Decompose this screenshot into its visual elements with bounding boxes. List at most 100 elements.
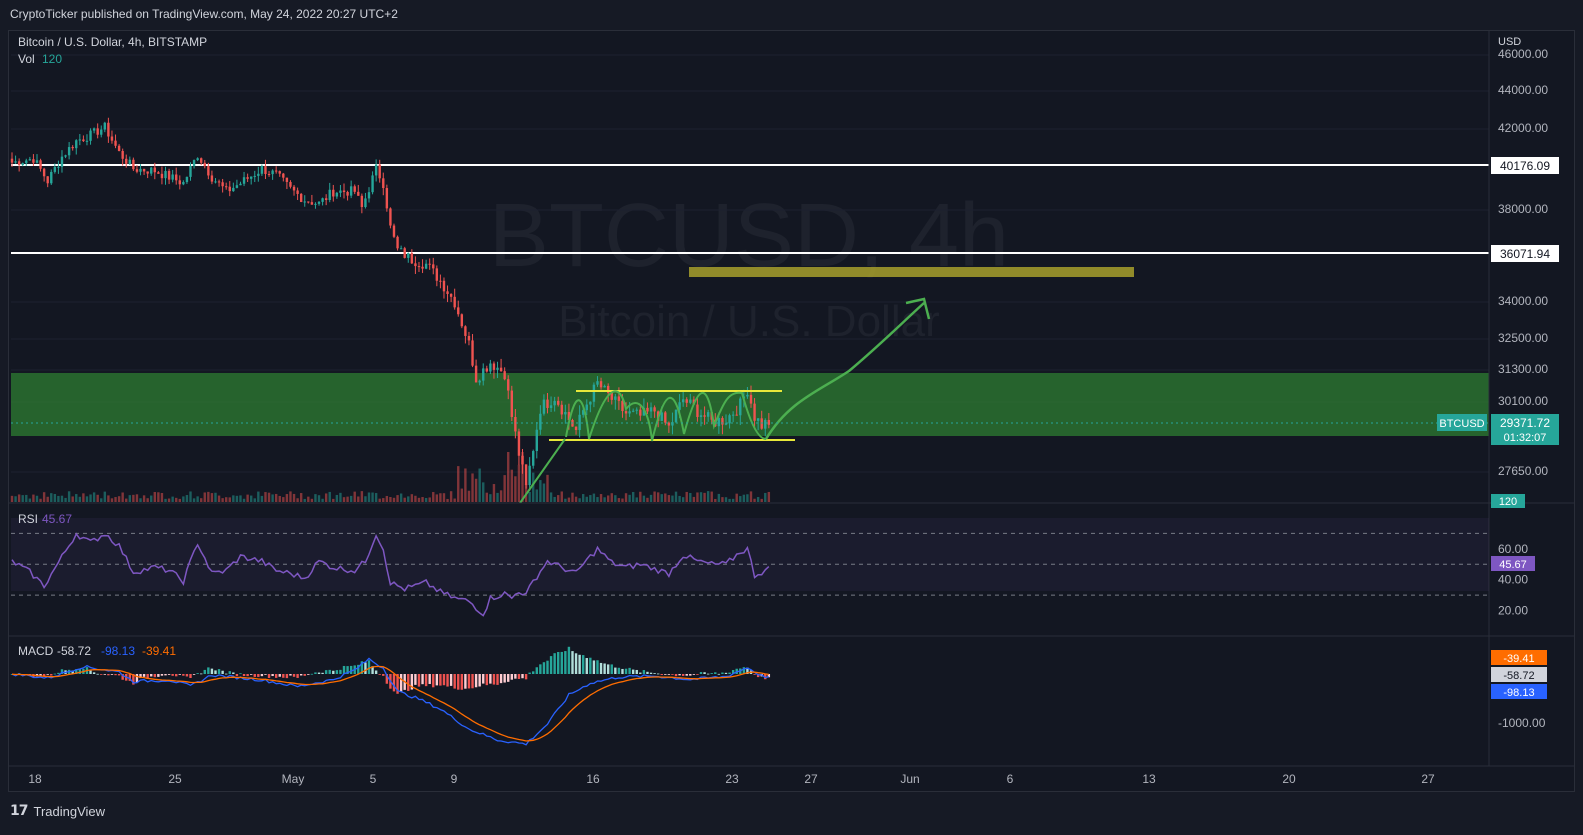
candle-body: [424, 263, 428, 269]
macd-hist-bar: [628, 667, 631, 674]
candle-body: [767, 420, 771, 425]
time-tick-label: 20: [1282, 772, 1296, 786]
macd-hist-bar: [692, 674, 696, 675]
candle-body: [10, 158, 14, 163]
volume-bar: [767, 491, 771, 502]
volume-bar: [485, 492, 489, 502]
volume-bar: [117, 496, 121, 502]
volume-bar: [382, 498, 385, 502]
macd-hist-bar: [182, 674, 185, 676]
macd-hist-bar: [324, 670, 328, 674]
volume-bar: [681, 497, 685, 502]
volume-bar: [721, 497, 724, 502]
candle-body: [464, 326, 467, 336]
candle-body: [606, 385, 610, 393]
candle-body: [628, 411, 631, 414]
rsi-legend-label: RSI: [18, 512, 38, 526]
macd-hist-bar: [482, 674, 485, 684]
volume-bar: [449, 491, 453, 502]
candle-body: [242, 177, 246, 184]
macd-hist-bar: [310, 673, 314, 675]
price-tick-label: 44000.00: [1498, 83, 1548, 97]
volume-bar: [342, 497, 346, 502]
candle-body: [392, 225, 396, 237]
volume-bar: [435, 494, 439, 502]
macd-hist-bar: [392, 674, 396, 692]
time-tick-label: Jun: [900, 772, 919, 786]
macd-hist-bar: [764, 674, 767, 680]
volume-bar: [160, 492, 164, 502]
candle-body: [346, 191, 349, 196]
volume-bar: [85, 496, 89, 502]
volume-bar: [153, 492, 156, 502]
level-tag-1: 40176.09: [1500, 159, 1550, 173]
volume-bar: [596, 497, 599, 502]
volume-bar: [360, 491, 364, 502]
macd-hist-bar: [346, 666, 349, 674]
volume-bars: [10, 452, 771, 502]
macd-hist-bar: [371, 666, 374, 674]
publish-bar: CryptoTicker published on TradingView.co…: [0, 0, 1583, 30]
macd-hist-bar: [496, 674, 499, 685]
macd-hist-bar: [317, 672, 321, 674]
macd-hist-bar: [703, 672, 706, 674]
chart-frame[interactable]: BTCUSD, 4h Bitcoin / U.S. Dollar: [8, 30, 1575, 792]
candle-body: [639, 409, 642, 416]
macd-hist-bar: [478, 674, 481, 687]
macd-hist-bar: [164, 674, 167, 676]
volume-bar: [39, 498, 42, 502]
candle-body: [82, 139, 85, 142]
volume-bar: [32, 494, 35, 502]
macd-hist-bar: [242, 674, 246, 677]
candle-body: [285, 177, 289, 182]
volume-bar: [424, 498, 428, 502]
time-tick-label: 5: [370, 772, 377, 786]
macd-hist-bar: [342, 665, 346, 674]
macd-hist-bar: [642, 670, 646, 674]
volume-bar: [57, 495, 60, 502]
volume-bar: [271, 494, 274, 502]
volume-bar: [503, 475, 506, 502]
volume-bar: [60, 495, 64, 502]
candle-body: [182, 182, 185, 185]
candle-body: [32, 159, 35, 163]
candle-body: [721, 418, 724, 425]
macd-hist-bar: [460, 674, 464, 690]
rsi-tick-label: 40.00: [1498, 573, 1528, 587]
macd-hist-bar: [57, 672, 60, 674]
volume-bar: [182, 496, 185, 502]
macd-hist-bar: [200, 673, 203, 675]
symbol-legend: Bitcoin / U.S. Dollar, 4h, BITSTAMP: [18, 35, 207, 49]
candle-body: [292, 186, 296, 191]
candle-body: [75, 140, 78, 149]
candle-body: [121, 150, 124, 159]
macd-hist-bar: [278, 674, 281, 677]
tradingview-logo[interactable]: 17 TradingView: [10, 803, 105, 819]
candle-body: [89, 130, 92, 141]
volume-bar: [599, 494, 603, 502]
volume-bar: [532, 472, 535, 502]
macd-hist-bar: [385, 674, 389, 684]
candle-body: [364, 198, 367, 208]
macd-tag-3: -98.13: [1503, 687, 1534, 699]
candle-body: [624, 411, 628, 414]
macd-hist-bar: [646, 671, 649, 674]
volume-bar: [542, 483, 546, 502]
candle-body: [528, 465, 531, 486]
macd-hist-bar: [474, 674, 478, 688]
price-tick-label: 34000.00: [1498, 294, 1548, 308]
macd-hist-bar: [492, 674, 496, 685]
time-tick-label: 13: [1142, 772, 1156, 786]
candle-body: [478, 380, 481, 383]
macd-tag-bg-2: [1491, 667, 1547, 682]
macd-hist-bar: [196, 673, 199, 674]
candle-body: [489, 363, 492, 372]
chart[interactable]: BTCUSD, 4h Bitcoin / U.S. Dollar: [9, 31, 1574, 791]
volume-bar: [150, 495, 153, 502]
volume-bar: [635, 497, 638, 502]
candle-body: [439, 280, 442, 282]
macd-hist-bar: [228, 671, 231, 674]
macd-hist-bar: [60, 669, 64, 674]
volume-bar: [671, 495, 674, 502]
candle-body: [399, 248, 403, 250]
